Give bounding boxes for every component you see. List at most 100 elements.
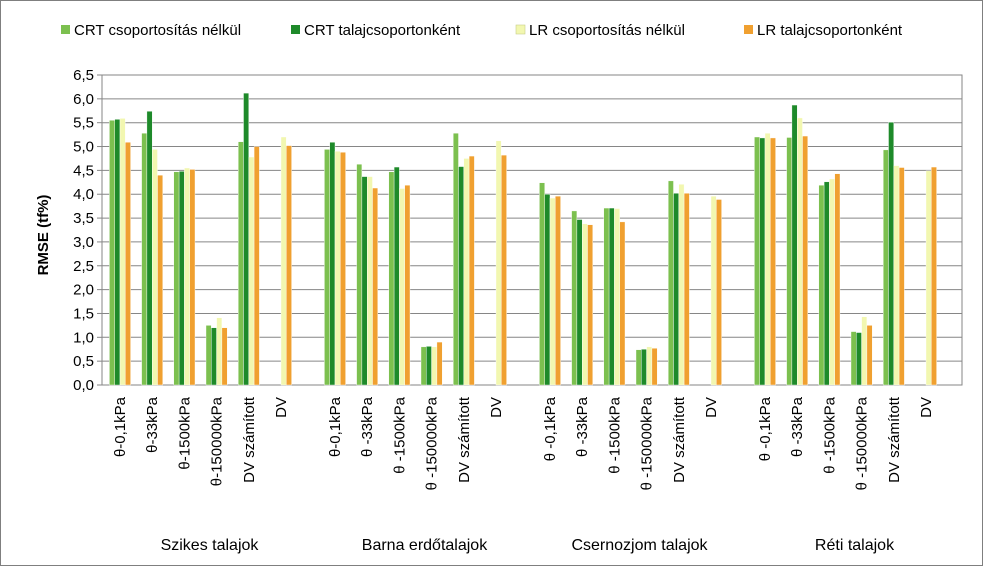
y-axis-title: RMSE (tf%): [35, 195, 52, 276]
group-label: Réti talajok: [815, 537, 895, 554]
bar-crt-talajcsop: [791, 104, 798, 386]
y-tick-label: 2,0: [73, 282, 94, 299]
bar-lr-talajcsop: [834, 173, 841, 386]
x-tick-label: θ -150000kPa: [424, 396, 441, 490]
x-tick-label: DV: [488, 397, 505, 418]
bar-lr-nelkul: [678, 184, 685, 386]
bar-lr-talajcsop: [555, 195, 561, 386]
bar-crt-talajcsop: [178, 171, 185, 386]
y-tick-label: 0,5: [73, 353, 94, 370]
y-tick-label: 4,5: [73, 162, 94, 179]
bar-crt-nelkul: [237, 141, 244, 386]
bar-lr-talajcsop: [189, 169, 196, 386]
bar-lr-nelkul: [925, 170, 932, 386]
x-tick-label: DV számított: [241, 396, 258, 483]
x-tick-label: θ -33kPa: [359, 396, 376, 457]
bar-lr-talajcsop: [253, 146, 260, 386]
bar-crt-nelkul: [754, 136, 760, 386]
x-axis: θ-0,1kPa θ-33kPa θ-1500kPa θ-150000kPa DV sz…: [112, 396, 935, 554]
x-tick-label: θ -1500kPa: [391, 396, 408, 473]
x-tick-label: θ-33kPa: [144, 396, 161, 453]
bar-lr-talajcsop: [770, 137, 776, 386]
y-tick-label: 3,0: [73, 234, 94, 251]
bar-lr-talajcsop: [651, 348, 658, 386]
bar-crt-talajcsop: [576, 219, 583, 386]
y-tick-label: 1,5: [73, 305, 94, 322]
bar-lr-talajcsop: [501, 154, 507, 386]
bar-crt-nelkul: [668, 180, 674, 386]
bar-crt-nelkul: [420, 346, 427, 386]
group-label: Szikes talajok: [161, 537, 260, 554]
bar-crt-nelkul: [603, 207, 610, 386]
bar-lr-talajcsop: [372, 187, 379, 386]
bar-lr-nelkul: [829, 178, 835, 386]
bar-crt-nelkul: [324, 149, 330, 386]
bar-lr-nelkul: [399, 188, 405, 386]
bar-crt-talajcsop: [426, 346, 432, 386]
x-tick-label: θ -33kPa: [789, 396, 806, 457]
bar-lr-nelkul: [495, 140, 502, 386]
x-tick-label: θ -1500kPa: [821, 396, 838, 473]
bar-lr-nelkul: [334, 151, 341, 386]
bar-lr-nelkul: [367, 176, 373, 386]
bar-crt-nelkul: [850, 331, 857, 386]
x-tick-label: θ -0,1kPa: [757, 396, 774, 461]
x-tick-label: θ-0,1kPa: [112, 396, 129, 457]
x-tick-label: DV: [918, 397, 935, 418]
bar-crt-talajcsop: [641, 349, 647, 386]
y-tick-label: 3,5: [73, 210, 94, 227]
legend-swatch: [515, 24, 526, 35]
x-tick-label: θ -150000kPa: [854, 396, 871, 490]
bar-crt-talajcsop: [608, 207, 615, 386]
bar-crt-nelkul: [109, 120, 115, 386]
bar-lr-talajcsop: [157, 174, 164, 386]
bar-crt-nelkul: [786, 137, 793, 386]
bar-crt-nelkul: [453, 132, 459, 386]
bar-lr-talajcsop: [404, 184, 411, 386]
x-tick-label: DV számított: [671, 396, 688, 483]
bar-lr-nelkul: [764, 132, 771, 386]
y-tick-label: 2,5: [73, 258, 94, 275]
y-tick-label: 6,0: [73, 91, 94, 108]
bar-lr-talajcsop: [683, 193, 690, 386]
bar-lr-talajcsop: [221, 327, 228, 386]
bar-lr-talajcsop: [587, 224, 594, 386]
bar-crt-nelkul: [818, 184, 825, 386]
bar-lr-talajcsop: [286, 145, 292, 386]
bar-crt-nelkul: [571, 210, 578, 386]
legend-entry: LR csoportosítás nélkül: [529, 22, 685, 39]
bar-crt-talajcsop: [393, 166, 400, 386]
bar-lr-nelkul: [646, 346, 653, 386]
bar-crt-nelkul: [635, 349, 642, 386]
legend-entry: CRT talajcsoportonként: [304, 22, 461, 39]
x-tick-label: θ-0,1kPa: [327, 396, 344, 457]
bar-crt-talajcsop: [673, 193, 680, 386]
bar-crt-talajcsop: [114, 119, 121, 386]
bar-crt-talajcsop: [458, 166, 465, 386]
bar-lr-nelkul: [248, 156, 255, 386]
bar-crt-nelkul: [173, 171, 180, 386]
bar-crt-nelkul: [883, 149, 889, 386]
bar-lr-nelkul: [582, 223, 588, 386]
bar-crt-nelkul: [356, 163, 363, 386]
bar-lr-nelkul: [861, 316, 868, 386]
bar-crt-talajcsop: [888, 122, 895, 386]
y-tick-label: 1,0: [73, 329, 94, 346]
bar-lr-talajcsop: [619, 221, 626, 386]
y-tick-label: 6,5: [73, 67, 94, 84]
bar-lr-nelkul: [280, 136, 287, 386]
y-tick-label: 0,0: [73, 377, 94, 394]
bar-lr-talajcsop: [125, 142, 131, 386]
bar-crt-talajcsop: [361, 176, 368, 386]
bar-lr-talajcsop: [340, 152, 346, 386]
bar-lr-nelkul: [184, 167, 190, 386]
bar-lr-talajcsop: [802, 135, 809, 386]
group-label: Barna erdőtalajok: [362, 537, 488, 554]
bar-lr-talajcsop: [436, 341, 443, 386]
x-tick-label: DV számított: [456, 396, 473, 483]
bar-crt-talajcsop: [146, 111, 153, 386]
bar-lr-nelkul: [216, 317, 223, 386]
x-tick-label: θ -1500kPa: [606, 396, 623, 473]
